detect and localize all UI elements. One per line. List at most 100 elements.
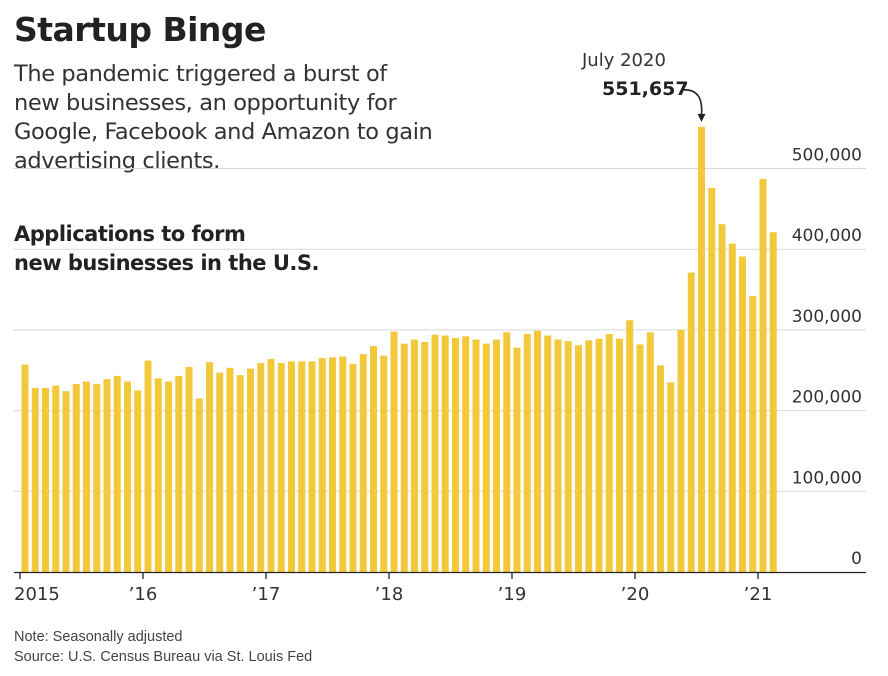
bar — [708, 187, 716, 573]
y-axis-labels: 0 100,000 200,000 300,000 400,000 500,000 — [792, 146, 862, 570]
bar — [83, 381, 90, 572]
bar — [93, 383, 101, 572]
bar — [739, 256, 746, 572]
note-text: Note: Seasonally adjusted — [14, 629, 183, 645]
bar — [503, 332, 511, 572]
bar — [626, 320, 634, 572]
bar — [462, 336, 470, 572]
bar — [380, 355, 388, 572]
bar — [154, 378, 162, 572]
bar — [472, 339, 480, 572]
x-tick-label: ’18 — [375, 584, 404, 605]
bar — [226, 367, 234, 572]
bar — [103, 379, 111, 572]
bar — [482, 343, 490, 572]
y-tick-label: 0 — [851, 549, 862, 569]
bar — [534, 330, 541, 572]
bar — [52, 385, 60, 572]
bar — [329, 357, 336, 572]
bar — [21, 364, 29, 572]
bar — [267, 358, 275, 572]
chart-title: Startup Binge — [14, 10, 266, 49]
bar — [657, 365, 664, 572]
bar — [72, 383, 80, 572]
bar — [144, 360, 152, 572]
bar — [441, 335, 449, 572]
x-tick-label: ’20 — [621, 584, 650, 605]
chart-label-line-1: Applications to form — [14, 222, 246, 246]
bar — [523, 333, 531, 572]
x-tick-label: ’19 — [498, 584, 527, 605]
bar — [42, 388, 49, 572]
annotation-value: 551,657 — [602, 78, 689, 100]
bar — [257, 362, 265, 572]
bar — [349, 363, 357, 572]
bar — [493, 339, 500, 572]
bar — [124, 381, 131, 572]
bar — [759, 178, 767, 572]
bar — [452, 337, 459, 572]
bar — [698, 126, 705, 572]
bar — [595, 338, 603, 572]
bar — [288, 361, 295, 572]
y-tick-label: 100,000 — [792, 468, 862, 488]
chart-label: Applications to form new businesses in t… — [14, 220, 334, 278]
bar — [339, 356, 347, 572]
y-tick-label: 200,000 — [792, 388, 862, 408]
bar — [390, 331, 398, 572]
bar — [718, 224, 726, 573]
bar — [318, 358, 326, 572]
bar — [359, 354, 367, 572]
x-tick-label: 2015 — [14, 584, 60, 605]
chart-subtitle: The pandemic triggered a burst of new bu… — [14, 61, 433, 174]
bar — [513, 347, 521, 572]
bar — [411, 339, 418, 572]
y-tick-label: 500,000 — [792, 146, 862, 166]
bar — [298, 361, 306, 572]
bar — [247, 368, 254, 572]
x-axis: 2015 ’16 ’17 ’18 ’19 ’20 ’21 — [14, 571, 866, 605]
bar — [62, 391, 70, 572]
bars — [21, 126, 777, 573]
bar — [667, 382, 675, 572]
bar — [728, 243, 736, 572]
bar — [31, 388, 39, 572]
annotation-month: July 2020 — [582, 50, 666, 71]
x-tick-label: ’17 — [252, 584, 281, 605]
y-tick-label: 300,000 — [792, 307, 862, 327]
bar — [195, 398, 203, 572]
bar — [185, 367, 193, 572]
x-tick-label: ’16 — [129, 584, 158, 605]
bar — [564, 341, 572, 572]
bar — [400, 343, 408, 572]
bar — [277, 362, 285, 572]
chart-label-line-2: new businesses in the U.S. — [14, 251, 319, 275]
bar — [370, 346, 377, 572]
bar — [113, 375, 121, 572]
bar — [216, 372, 224, 572]
bar — [585, 340, 593, 572]
bar — [687, 272, 695, 572]
bar — [175, 375, 183, 572]
bar — [134, 390, 142, 572]
y-tick-label: 400,000 — [792, 226, 862, 246]
bar — [616, 338, 623, 572]
bar — [431, 334, 439, 572]
bar — [236, 375, 244, 572]
x-tick-label: ’21 — [744, 584, 773, 605]
bar — [308, 361, 316, 572]
bar — [605, 333, 613, 572]
bar — [544, 335, 552, 572]
bar — [165, 381, 172, 572]
bar — [769, 232, 777, 573]
footnote: Note: Seasonally adjusted Source: U.S. C… — [14, 627, 312, 667]
bar — [421, 342, 429, 572]
annotation-arrowhead-icon — [697, 113, 706, 122]
bar — [677, 329, 685, 572]
annotation-arrow-icon — [683, 89, 703, 115]
bar — [636, 344, 644, 572]
bar — [646, 332, 654, 572]
source-text: Source: U.S. Census Bureau via St. Louis… — [14, 649, 313, 665]
bar — [575, 345, 582, 572]
